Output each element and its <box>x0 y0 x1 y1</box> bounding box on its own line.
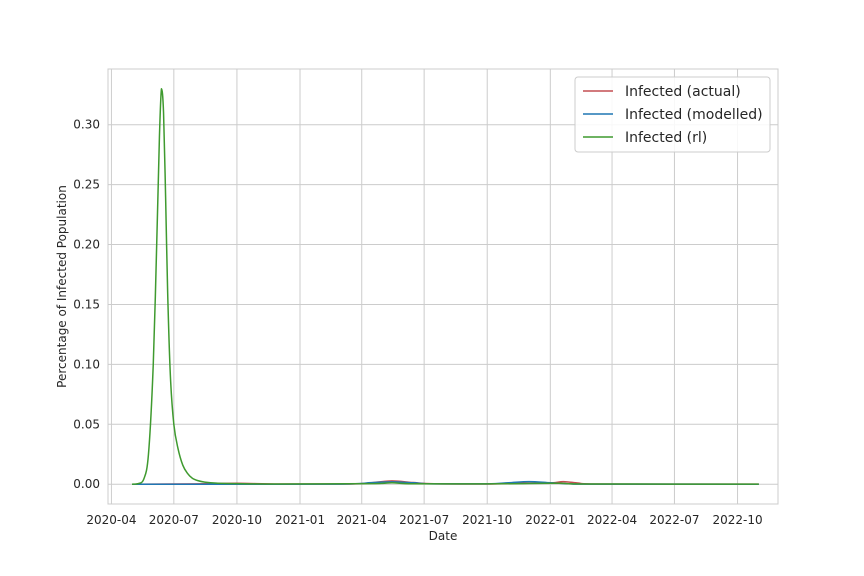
x-tick-label: 2020-04 <box>86 513 136 527</box>
series-layer <box>131 88 759 485</box>
series-line-infected-rl <box>131 88 759 485</box>
x-tick-label: 2022-04 <box>587 513 637 527</box>
legend-entry: Infected (rl) <box>625 130 707 146</box>
x-tick-label: 2021-01 <box>275 513 325 527</box>
y-tick-label: 0.00 <box>73 477 100 491</box>
y-tick-label: 0.25 <box>73 178 100 192</box>
x-tick-label: 2021-07 <box>399 513 449 527</box>
legend-box <box>574 76 771 153</box>
y-tick-label: 0.15 <box>73 297 100 311</box>
x-axis-label: Date <box>429 529 458 543</box>
x-tick-label: 2020-10 <box>212 513 262 527</box>
y-axis-label: Percentage of Infected Population <box>55 185 69 388</box>
x-tick-label: 2020-07 <box>149 513 199 527</box>
y-gridlines <box>108 124 778 485</box>
x-tick-label: 2022-01 <box>525 513 575 527</box>
x-tick-label: 2021-10 <box>462 513 512 527</box>
legend-entry: Infected (actual) <box>625 84 741 100</box>
y-tick-label: 0.20 <box>73 238 100 252</box>
x-tick-label: 2022-10 <box>712 513 762 527</box>
y-tick-label: 0.10 <box>73 357 100 371</box>
x-tick-label: 2022-07 <box>649 513 699 527</box>
x-tick-label: 2021-04 <box>337 513 387 527</box>
y-tick-label: 0.30 <box>73 118 100 132</box>
legend-entry: Infected (modelled) <box>625 107 763 123</box>
x-tick-labels: 2020-04 2020-07 2020-10 2021-01 2021-04 2021-… <box>86 513 762 527</box>
y-tick-labels: 0.00 0.05 0.10 0.15 0.20 0.25 0.30 <box>73 118 100 492</box>
legend: Infected (actual) Infected (modelled) Infe… <box>574 76 771 153</box>
y-tick-label: 0.05 <box>73 417 100 431</box>
plot-frame <box>107 68 779 505</box>
